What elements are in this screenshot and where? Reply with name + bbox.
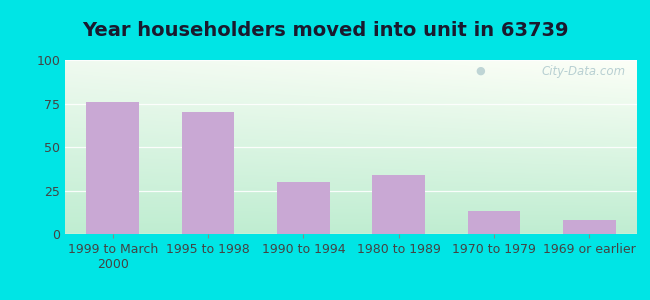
Text: Year householders moved into unit in 63739: Year householders moved into unit in 637… [82,21,568,40]
Text: City-Data.com: City-Data.com [541,65,625,78]
Bar [372,175,425,234]
Bar [86,102,139,234]
Bar [468,212,520,234]
Bar [563,220,616,234]
Bar [277,182,330,234]
Bar [182,112,234,234]
Text: ●: ● [476,65,486,75]
